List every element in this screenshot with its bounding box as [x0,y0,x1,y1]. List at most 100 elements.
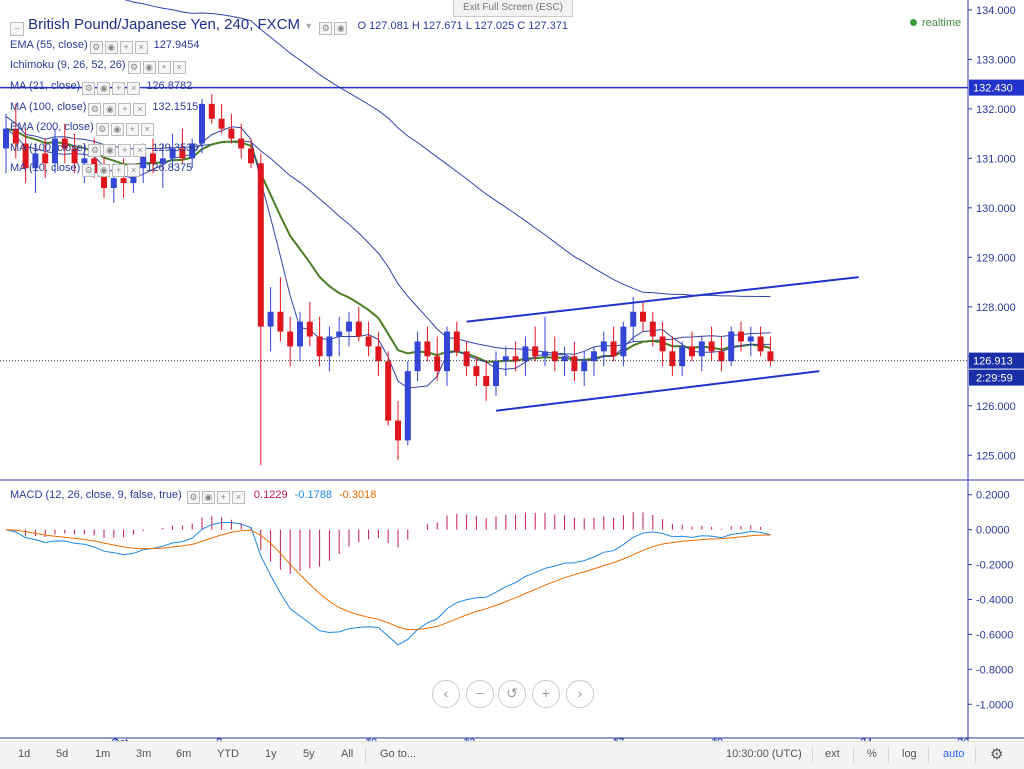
eye-icon[interactable]: ◉ [201,491,215,504]
candle-body [218,118,225,129]
eye-icon[interactable]: ◉ [142,61,156,74]
candle-body [453,331,460,352]
goto-date-button[interactable]: Go to... [380,748,417,760]
macd-tick-label: -0.8000 [976,664,1013,676]
status-dot-icon [910,19,917,26]
reset-chart-icon[interactable]: ↺ [498,680,526,708]
settings-icon[interactable]: ⚙ [88,103,102,116]
scroll-right-icon[interactable]: › [566,680,594,708]
candle-body [689,346,695,357]
scroll-left-icon[interactable]: ‹ [432,680,460,708]
plus-icon[interactable]: + [157,61,171,74]
indicator-value: 126.8782 [146,80,193,92]
settings-icon[interactable]: ⚙ [89,41,103,54]
candle-body [659,336,666,352]
close-icon[interactable]: × [140,123,154,136]
eye-icon[interactable]: ◉ [110,123,124,136]
candle-body [316,336,323,357]
range-3m-button[interactable]: 3m [136,748,152,760]
candle-body [542,351,548,357]
indicator-name[interactable]: MA (21, close) [10,80,81,92]
percent-scale-toggle[interactable]: % [867,748,877,760]
close-icon[interactable]: × [133,144,147,157]
settings-icon[interactable]: ⚙ [319,22,333,35]
candle-body [610,341,617,357]
settings-icon[interactable]: ⚙ [88,144,102,157]
toolbar-divider [853,747,854,763]
candle-body [12,128,19,144]
log-scale-toggle[interactable]: log [902,748,917,760]
indicator-name[interactable]: EMA (55, close) [10,39,88,51]
clock-timezone[interactable]: 10:30:00 (UTC) [726,748,802,760]
macd-name[interactable]: MACD (12, 26, close, 9, false, true) [10,489,182,501]
plus-icon[interactable]: + [118,103,132,116]
range-5y-button[interactable]: 5y [303,748,315,760]
indicator-name[interactable]: MA (100, close) [10,101,87,113]
indicator-legend-row: EMA (55, close) ⚙ ◉ + × 127.9454 [10,39,200,54]
gear-icon[interactable]: ⚙ [990,746,1004,763]
settings-icon[interactable]: ⚙ [82,164,96,177]
candle-body [502,356,509,362]
candle-body [424,341,431,357]
symbol-title[interactable]: British Pound/Japanese Yen, 240, FXCM [28,16,301,33]
zoom-in-icon[interactable]: + [532,680,560,708]
settings-icon[interactable]: ⚙ [127,61,141,74]
toolbar-divider [928,747,929,763]
candle-body [61,138,68,149]
close-icon[interactable]: × [127,82,141,95]
current-price-label: 126.913 [973,356,1013,368]
close-icon[interactable]: × [127,164,141,177]
indicator-name[interactable]: MA (100, close) [10,142,87,154]
range-5d-button[interactable]: 5d [56,748,69,760]
indicator-name[interactable]: EMA (200, close) [10,121,94,133]
settings-icon[interactable]: ⚙ [186,491,200,504]
close-icon[interactable]: × [172,61,186,74]
candle-body [257,163,264,327]
eye-icon[interactable]: ◉ [103,103,117,116]
settings-icon[interactable]: ⚙ [82,82,96,95]
close-icon[interactable]: × [134,41,148,54]
eye-icon[interactable]: ◉ [334,22,348,35]
plus-icon[interactable]: + [216,491,230,504]
candle-body [679,346,686,367]
hline-label-bg [969,79,1024,96]
zoom-out-icon[interactable]: − [466,680,494,708]
range-1m-button[interactable]: 1m [95,748,111,760]
close-icon[interactable]: × [231,491,245,504]
indicator-name[interactable]: MA (10, close) [10,162,81,174]
price-tick-label: 129.000 [976,252,1016,264]
plus-icon[interactable]: + [118,144,132,157]
eye-icon[interactable]: ◉ [103,144,117,157]
price-tick-label: 125.000 [976,450,1016,462]
range-1d-button[interactable]: 1d [18,748,31,760]
candle-body [140,153,147,169]
candle-body [708,341,715,352]
settings-icon[interactable]: ⚙ [95,123,109,136]
eye-icon[interactable]: ◉ [97,164,111,177]
eye-icon[interactable]: ◉ [97,82,111,95]
range-ytd-button[interactable]: YTD [217,748,239,760]
range-all-button[interactable]: All [341,748,354,760]
chevron-down-icon[interactable]: ▼ [304,21,314,31]
time-tick-label: 19 [711,737,723,741]
plus-icon[interactable]: + [125,123,139,136]
exit-fullscreen-button[interactable]: Exit Full Screen (ESC) [453,0,573,17]
indicator-name[interactable]: Ichimoku (9, 26, 52, 26) [10,59,126,71]
eye-icon[interactable]: ◉ [104,41,118,54]
candle-body [228,128,235,139]
candle-body [493,361,499,386]
plus-icon[interactable]: + [119,41,133,54]
candle-body [365,336,372,347]
chart-canvas[interactable]: 134.000 133.000 132.000 131.000 130.000 129.0… [0,0,1024,741]
range-6m-button[interactable]: 6m [176,748,192,760]
candle-body [395,420,401,441]
close-icon[interactable]: × [133,103,147,116]
candle-body [669,351,676,367]
auto-scale-toggle[interactable]: auto [943,748,965,760]
plus-icon[interactable]: + [112,164,126,177]
collapse-icon[interactable]: – [10,22,24,36]
plus-icon[interactable]: + [112,82,126,95]
range-1y-button[interactable]: 1y [265,748,277,760]
ext-hours-toggle[interactable]: ext [825,748,840,760]
time-tick-label: 26 [957,737,969,741]
